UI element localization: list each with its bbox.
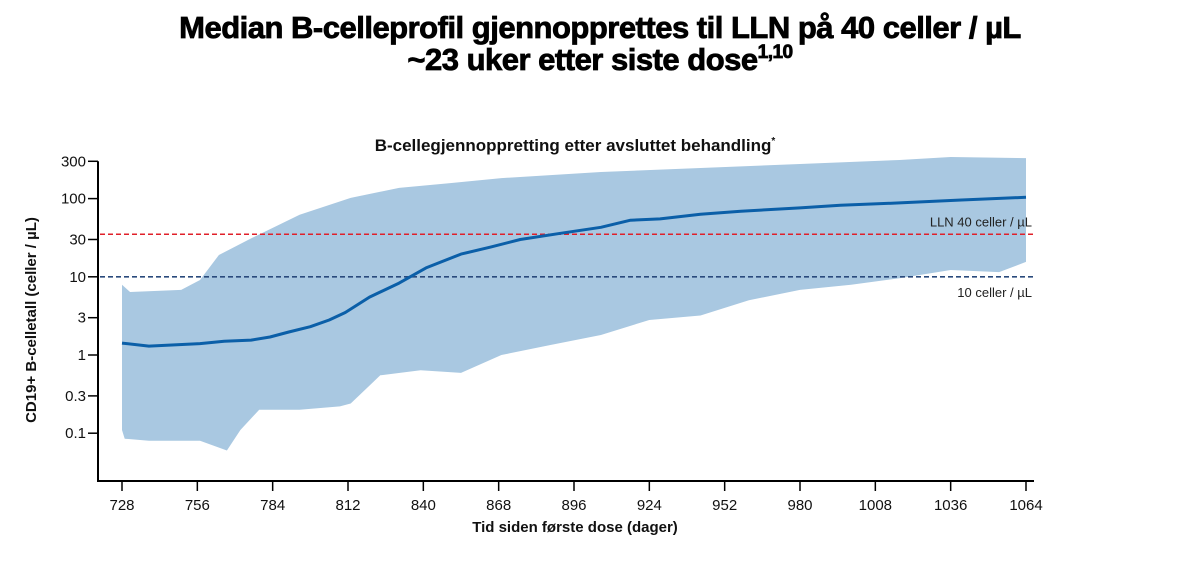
x-tick-label: 784 <box>260 497 285 514</box>
x-tick-label: 924 <box>637 497 662 514</box>
headline-reference: 1,10 <box>757 42 793 63</box>
chart-title: B-cellegjennoppretting etter avsluttet b… <box>375 136 776 155</box>
chart-title-footnote: * <box>771 136 775 147</box>
y-tick-label: 0.1 <box>65 425 86 442</box>
headline-line-1: Median B-celleprofil gjennopprettes til … <box>0 10 1200 45</box>
y-tick-label: 100 <box>61 191 86 208</box>
headline-text: ~23 uker etter siste dose <box>407 42 759 77</box>
median-line <box>121 195 1027 348</box>
x-tick-label: 840 <box>411 497 436 514</box>
range-band-area <box>122 157 1026 451</box>
x-tick-label: 1008 <box>859 497 892 514</box>
reference-line-label: 10 celler / µL <box>957 285 1032 300</box>
range-band <box>122 157 1026 451</box>
x-tick-label: 952 <box>712 497 737 514</box>
x-tick-label: 1064 <box>1009 497 1042 514</box>
y-tick-label: 3 <box>78 310 86 327</box>
x-tick-label: 812 <box>335 497 360 514</box>
x-tick-label: 896 <box>561 497 586 514</box>
chart-title-text: B-cellegjennoppretting etter avsluttet b… <box>375 136 772 155</box>
x-tick-label: 1036 <box>934 497 967 514</box>
y-tick-label: 1 <box>78 347 86 364</box>
median-line-group <box>121 195 1027 348</box>
y-tick-label: 300 <box>61 153 86 170</box>
headline-text: Median B-celleprofil gjennopprettes til … <box>179 10 1022 45</box>
reference-line-label: LLN 40 celler / µL <box>930 214 1032 229</box>
y-tick-label: 10 <box>69 269 86 286</box>
x-tick-label: 728 <box>109 497 134 514</box>
headline-line-2: ~23 uker etter siste dose1,10 <box>0 42 1200 77</box>
x-tick-label: 980 <box>787 497 812 514</box>
x-tick-label: 756 <box>185 497 210 514</box>
y-axis-label: CD19+ B-celletall (celler / µL) <box>23 217 40 423</box>
axes: 0.1 0.3 1 3 10 30 100 300 728 756 784 812 840 868 896 9… <box>61 153 1043 514</box>
reference-lines: LLN 40 celler / µL 10 celler / µL <box>100 214 1034 300</box>
y-tick-label: 0.3 <box>65 388 86 405</box>
x-axis-label: Tid siden første dose (dager) <box>472 519 678 536</box>
x-tick-label: 868 <box>486 497 511 514</box>
y-tick-label: 30 <box>69 231 86 248</box>
